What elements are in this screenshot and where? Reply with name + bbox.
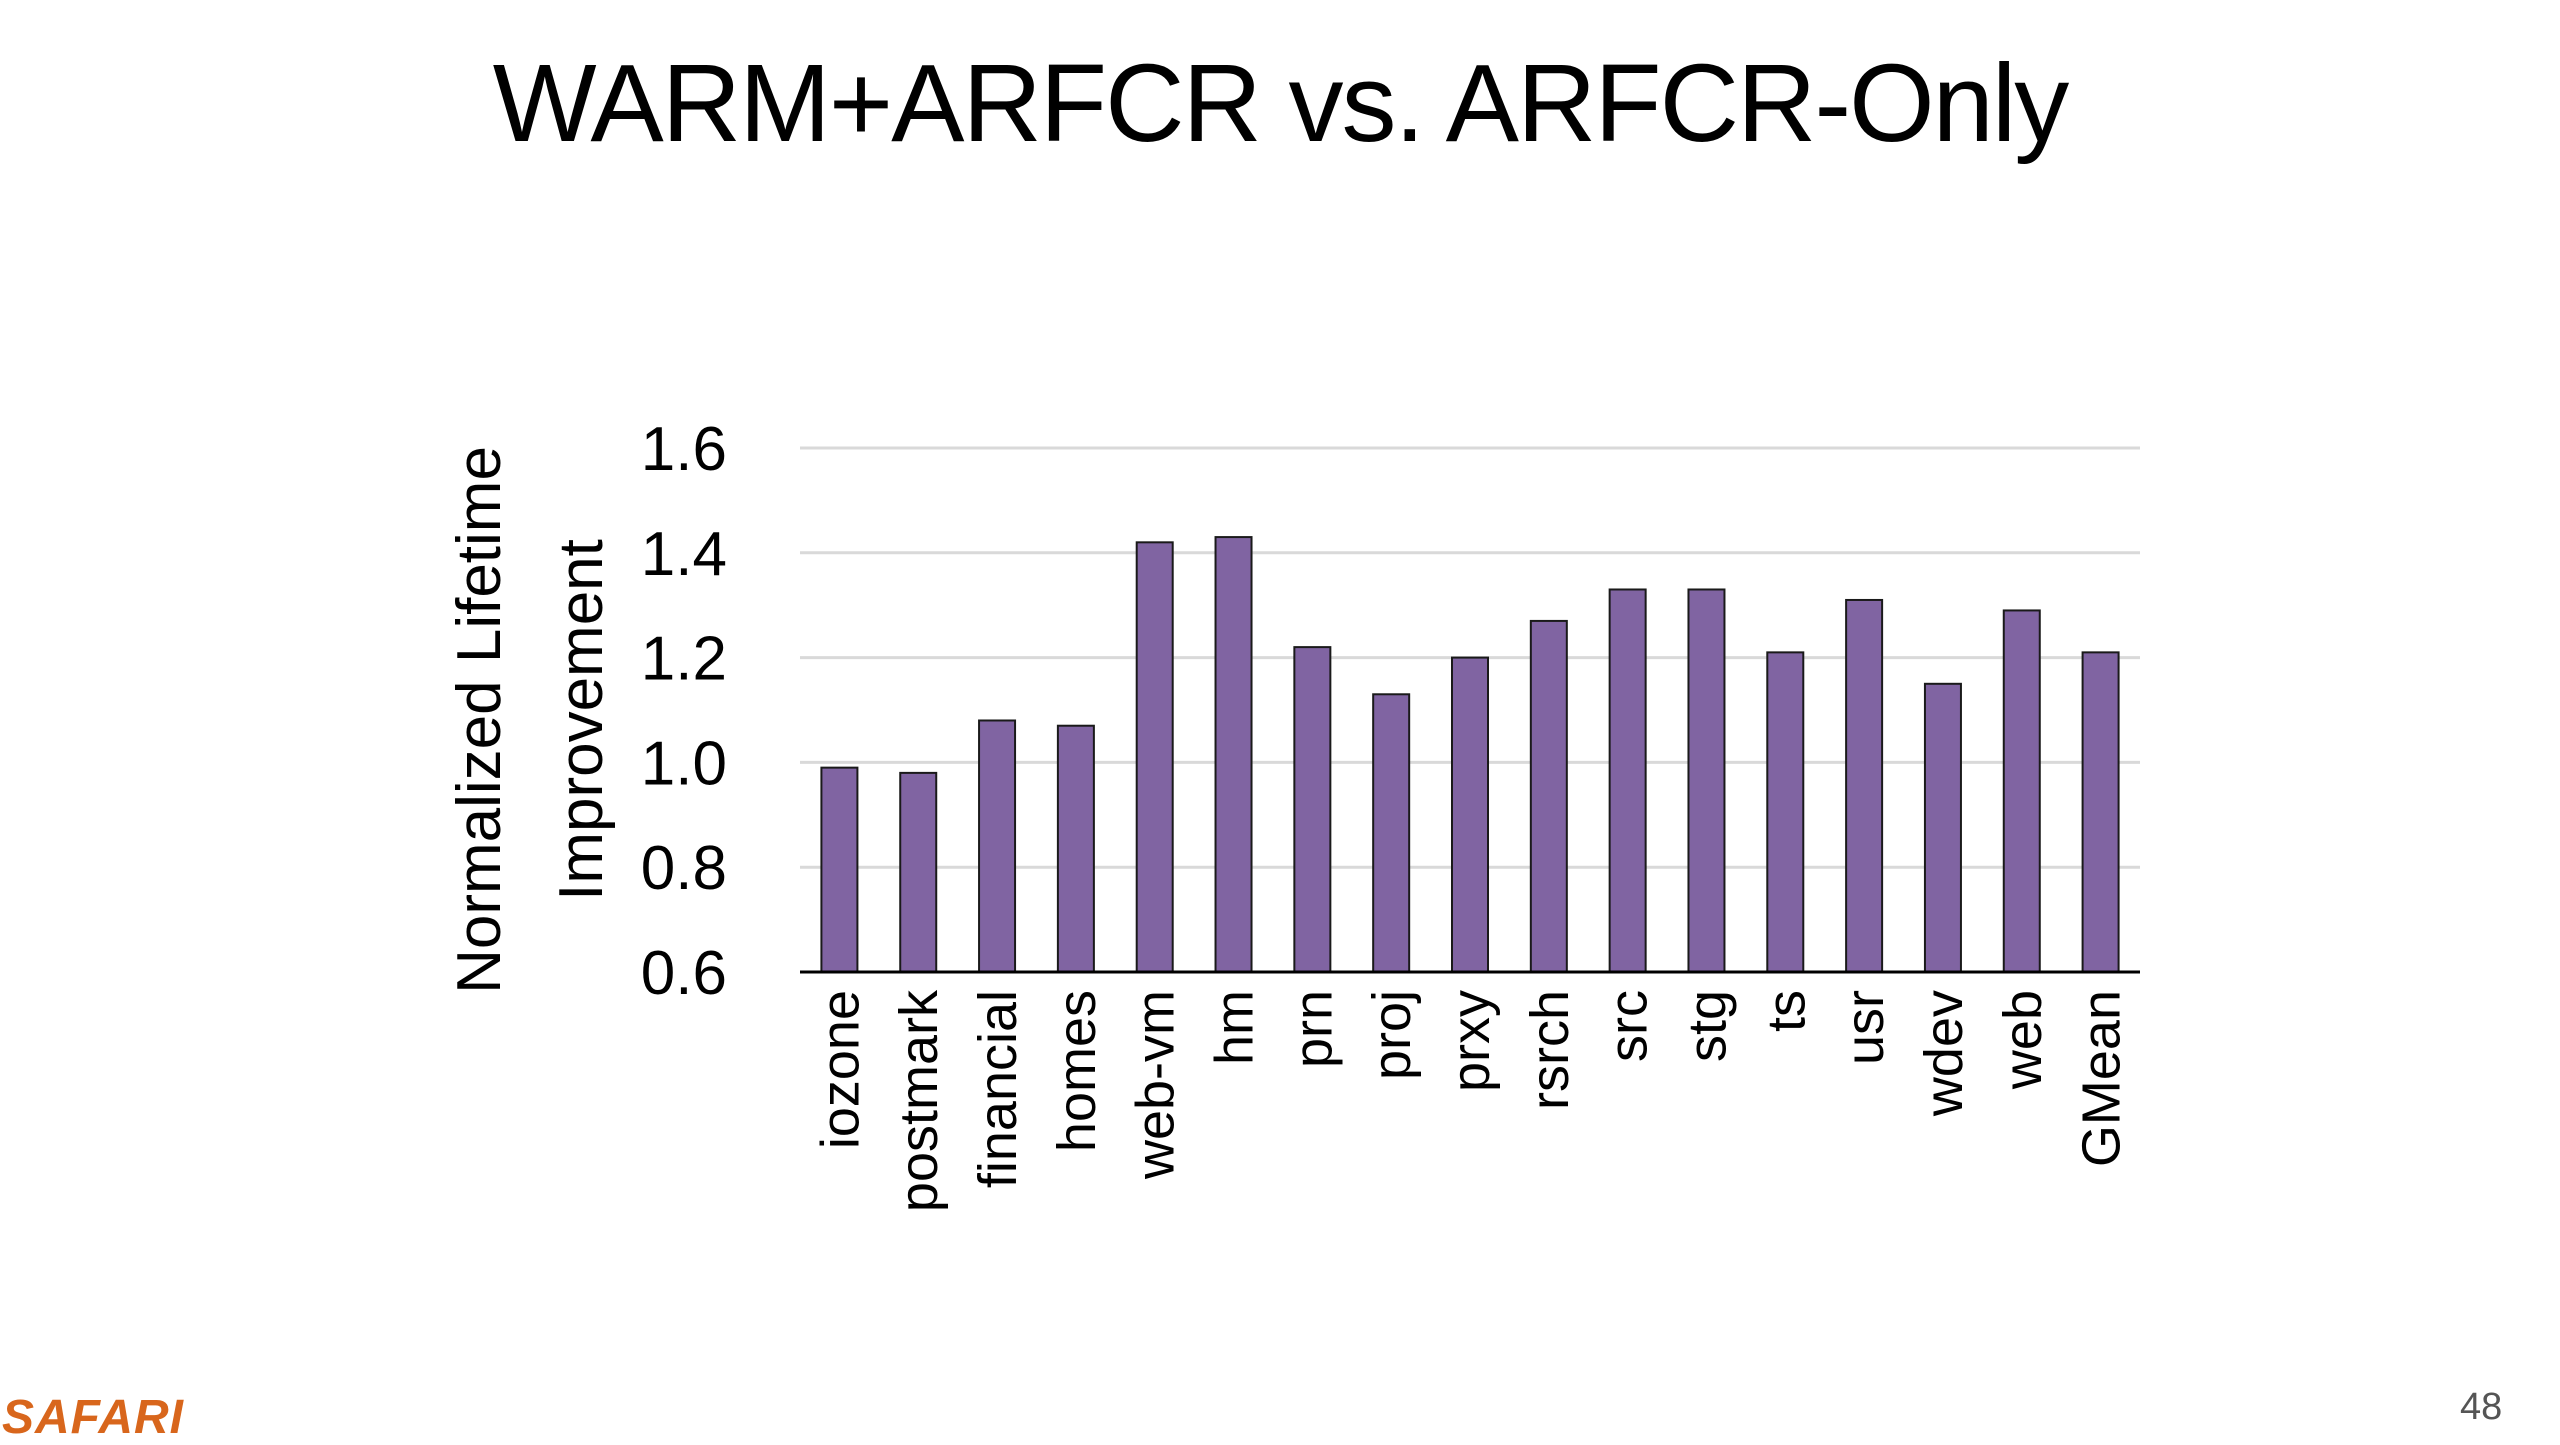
- page-number: 48: [2460, 1386, 2503, 1428]
- y-axis-label-line-2: Improvement: [547, 539, 616, 901]
- x-tick-label-homes: homes: [1047, 990, 1107, 1152]
- x-tick-label-postmark: postmark: [889, 989, 949, 1212]
- x-tick-label-wdev: wdev: [1914, 990, 1974, 1117]
- bar-hm: [1214, 536, 1253, 974]
- y-tick-labels: 0.6 0.8 1.0 1.2 1.4 1.6: [641, 415, 727, 1008]
- y-tick-label: 0.8: [641, 834, 727, 903]
- x-tick-label-rsrch: rsrch: [1520, 990, 1580, 1110]
- bar-homes: [1056, 724, 1095, 973]
- x-tick-label-web-vm: web-vm: [1126, 990, 1186, 1180]
- x-tick-labels: iozone postmark financial homes web-vm hm prn p…: [810, 989, 2131, 1212]
- bar-prxy: [1451, 656, 1489, 973]
- bar-prn: [1293, 646, 1332, 973]
- safari-logo: SAFARI: [2, 1391, 185, 1444]
- y-tick-label: 1.2: [641, 625, 727, 694]
- bars: [820, 536, 2120, 974]
- bar-web: [2002, 609, 2041, 973]
- x-tick-label-prxy: prxy: [1441, 990, 1501, 1092]
- x-tick-label-iozone: iozone: [810, 990, 870, 1149]
- bar-financial: [978, 719, 1017, 973]
- bar-iozone: [820, 766, 859, 974]
- bar-ts: [1766, 651, 1805, 973]
- bar-GMean: [2081, 651, 2120, 973]
- x-tick-label-GMean: GMean: [2072, 990, 2132, 1167]
- x-tick-label-hm: hm: [1205, 990, 1265, 1065]
- x-tick-label-src: src: [1599, 990, 1659, 1062]
- x-tick-label-financial: financial: [968, 990, 1028, 1188]
- slide-title: WARM+ARFCR vs. ARFCR-Only: [492, 42, 2070, 165]
- y-axis-label: Normalized Lifetime Improvement: [445, 446, 616, 994]
- bar-stg: [1687, 588, 1726, 973]
- x-tick-label-stg: stg: [1677, 990, 1737, 1062]
- x-tick-label-proj: proj: [1362, 990, 1422, 1080]
- x-tick-label-web: web: [1993, 990, 2053, 1090]
- bar-proj: [1372, 693, 1411, 974]
- bar-wdev: [1923, 682, 1962, 973]
- x-tick-label-usr: usr: [1835, 990, 1895, 1065]
- y-tick-label: 0.6: [641, 939, 727, 1008]
- y-tick-label: 1.4: [641, 520, 727, 589]
- y-axis-label-line-1: Normalized Lifetime: [445, 446, 514, 994]
- x-tick-label-ts: ts: [1756, 990, 1816, 1032]
- bar-postmark: [899, 771, 938, 973]
- bar-web-vm: [1135, 541, 1174, 973]
- y-tick-label: 1.6: [641, 415, 727, 484]
- x-tick-label-prn: prn: [1283, 990, 1343, 1068]
- bar-rsrch: [1529, 619, 1568, 973]
- bar-usr: [1845, 598, 1884, 974]
- bar-src: [1608, 588, 1647, 973]
- y-tick-label: 1.0: [641, 729, 727, 798]
